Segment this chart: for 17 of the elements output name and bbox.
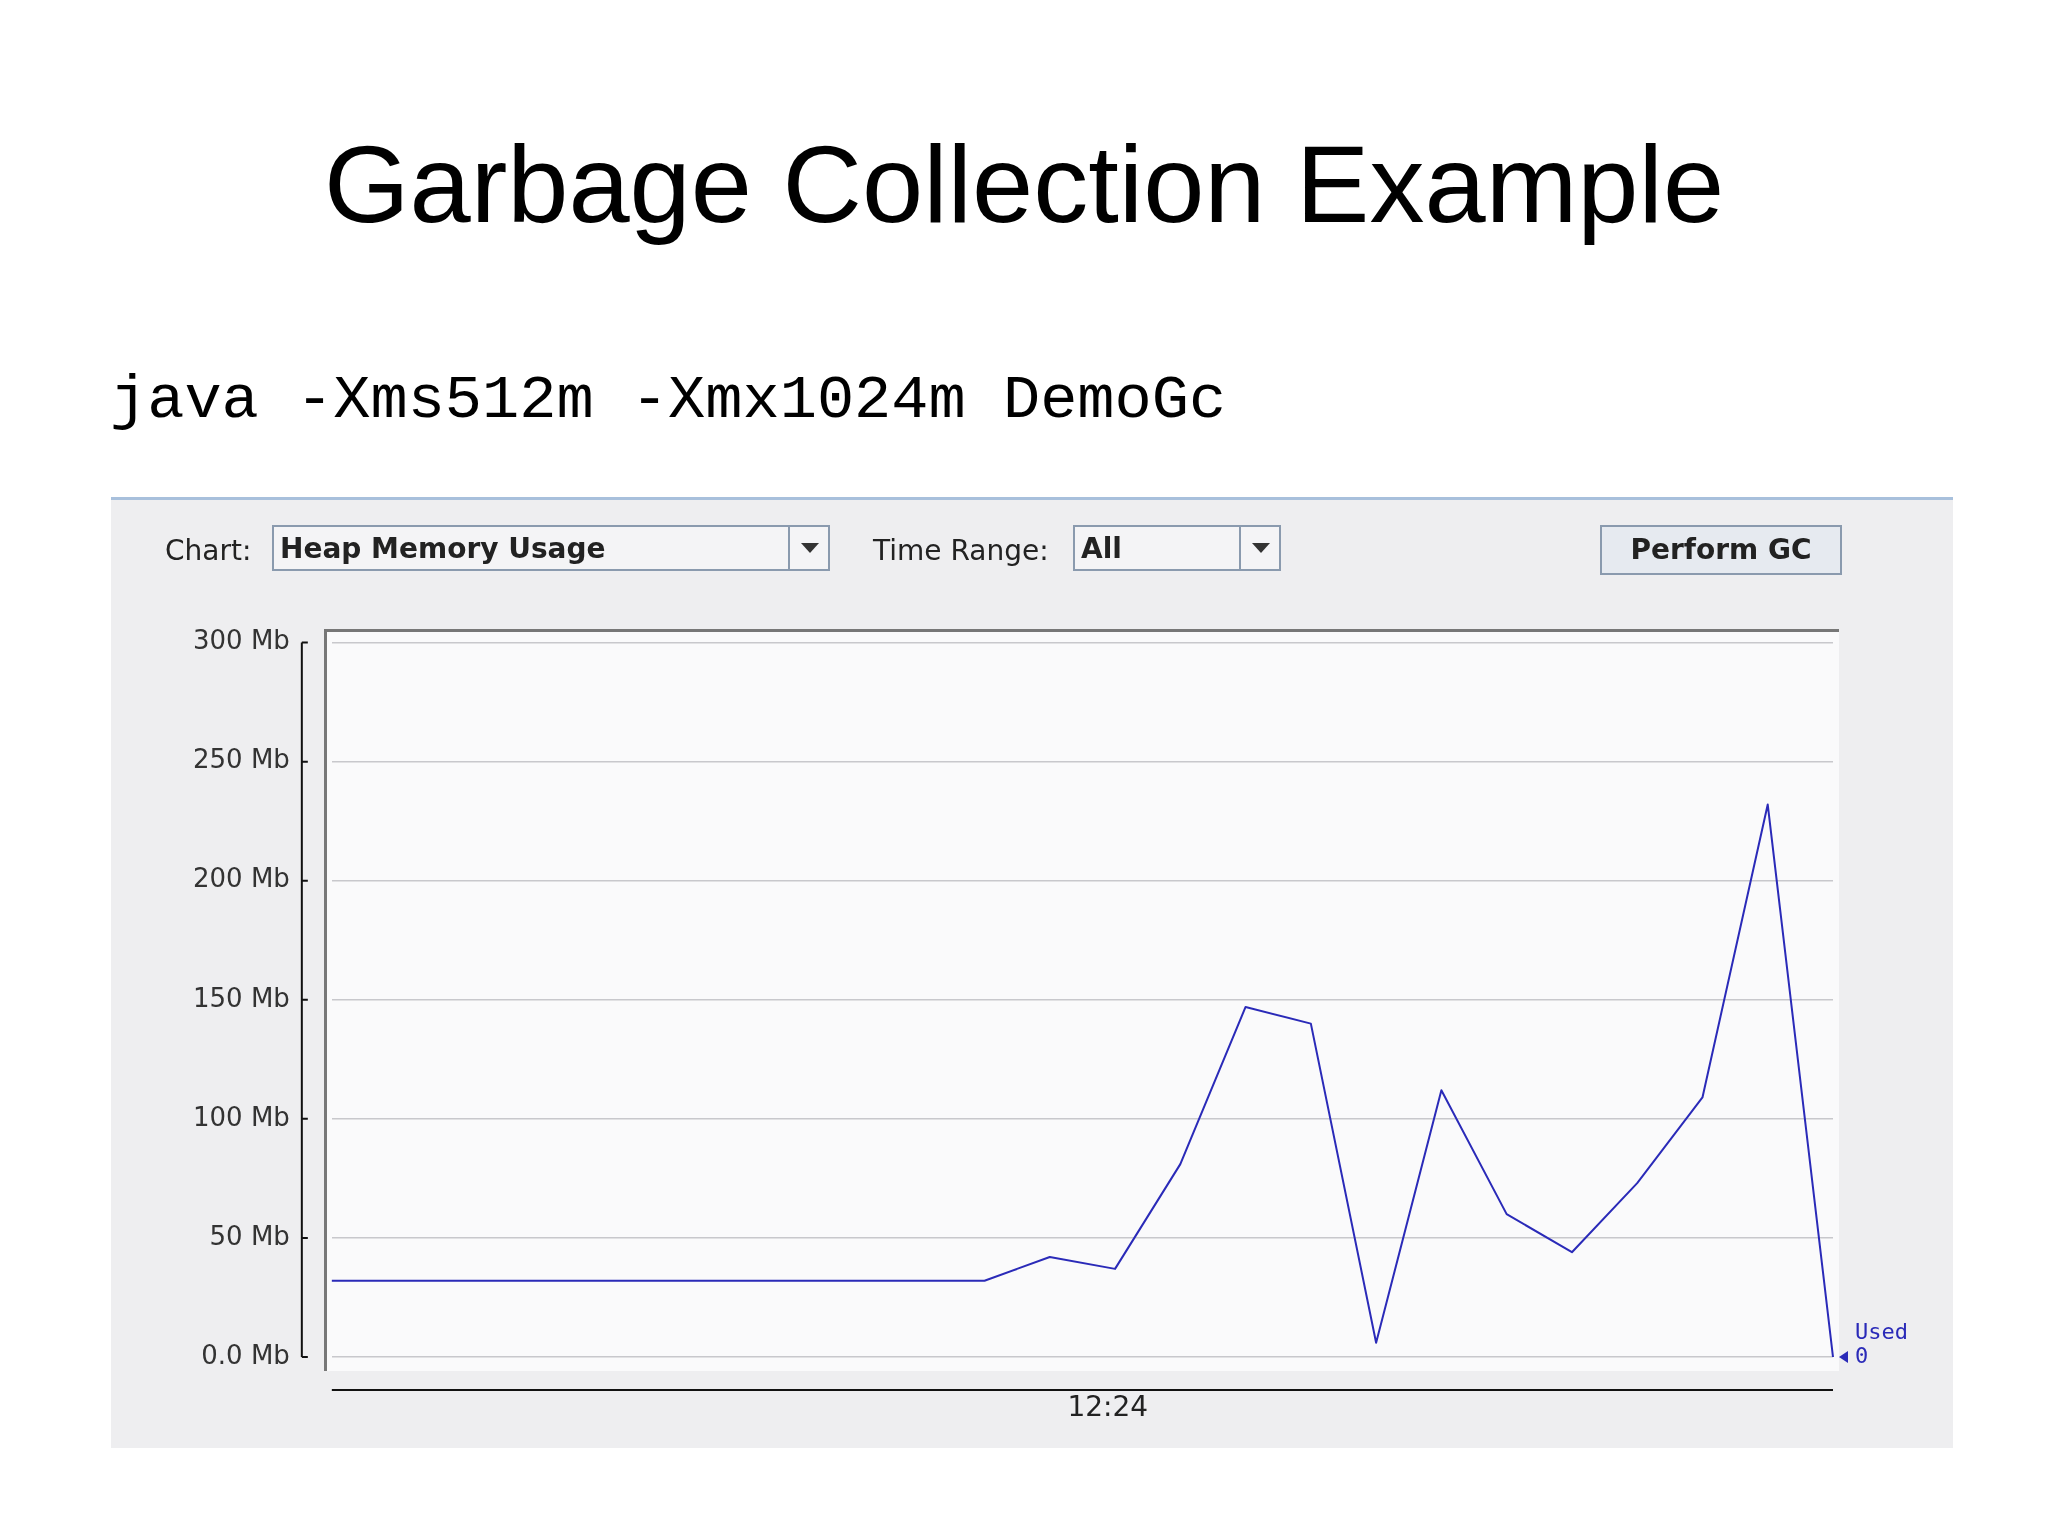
chart-title: Garbage Collection Example (322, 121, 1726, 247)
text: Chart: (165, 534, 252, 567)
series-label: Used (1855, 1318, 1908, 1344)
text: Perform GC (1600, 525, 1842, 575)
text: All (1073, 525, 1281, 571)
y-tick-label: 0.0 Mb (201, 1339, 290, 1370)
y-tick-label: 50 Mb (209, 1220, 290, 1251)
y-tick-label: 150 Mb (193, 982, 290, 1013)
y-tick-label: 250 Mb (193, 744, 290, 775)
text: Time Range: (873, 534, 1049, 567)
y-tick-label: 200 Mb (193, 863, 290, 894)
text: 12:24 (1067, 1390, 1149, 1423)
data-label: 0 (1855, 1342, 1869, 1368)
y-tick-label: 300 Mb (193, 625, 290, 656)
y-tick-label: 100 Mb (193, 1101, 290, 1132)
text: Heap Memory Usage (272, 525, 830, 571)
chart-subtitle: java -Xms512m -Xmx1024m DemoGc (110, 365, 1227, 436)
